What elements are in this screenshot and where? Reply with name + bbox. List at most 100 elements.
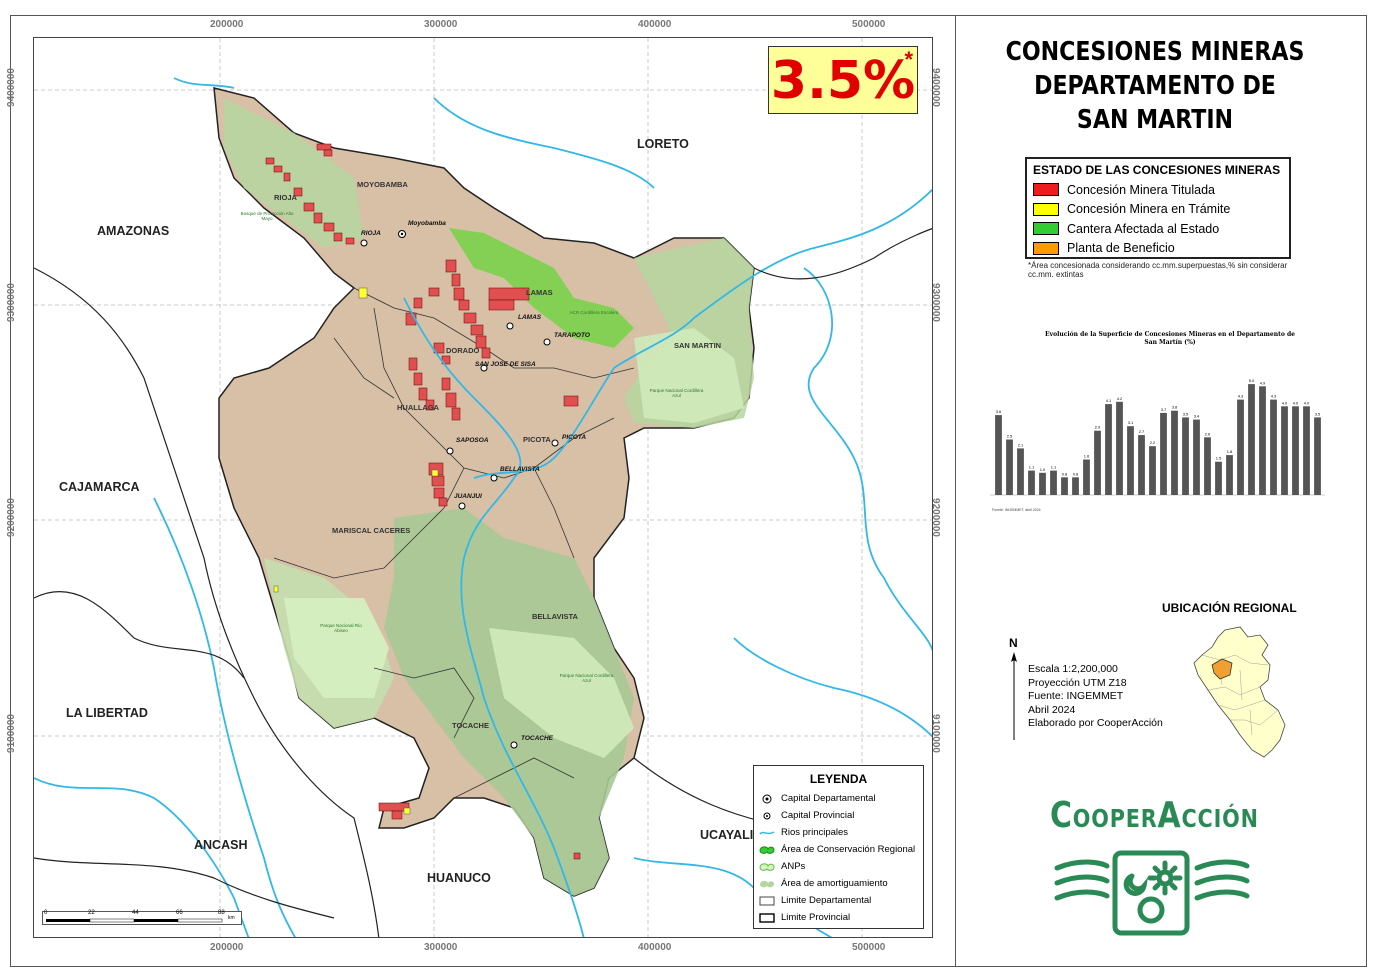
north-label: N [1009, 636, 1018, 650]
province-label: HUALLAGA [397, 403, 440, 412]
scale-label: 66 [176, 910, 183, 916]
chart-bar [1149, 446, 1156, 495]
chart-bar [1281, 406, 1288, 495]
chart-bar [1303, 406, 1310, 495]
chart-value-label: 1.1 [1029, 465, 1035, 470]
brand-logo-text: CooperAcción [1050, 795, 1259, 836]
chart-value-label: 2.2 [1150, 440, 1156, 445]
percentage-value: 3.5% [770, 51, 916, 111]
grid-x-label-top: 400000 [638, 19, 672, 30]
credit-line: Escala 1:2,200,000 [1028, 663, 1118, 675]
grid-x-label-top: 300000 [424, 19, 458, 30]
chart-value-label: 1.1 [1051, 465, 1057, 470]
chart-bar [1215, 461, 1222, 495]
department-label: LA LIBERTAD [66, 706, 148, 720]
chart-value-label: 4.1 [1106, 398, 1112, 403]
anp-label: Bosque de Protección Alto Mayo [240, 211, 294, 221]
chart-bar [1006, 439, 1013, 495]
province-label: PICOTA [523, 435, 551, 444]
chart-bar [1193, 419, 1200, 495]
city-markers [360, 230, 559, 749]
city-label: TOCACHE [521, 735, 554, 742]
chart-value-label: 1.6 [1084, 454, 1090, 459]
chart-bar [1226, 455, 1233, 495]
chart-value-label: 4.9 [1260, 380, 1266, 385]
brand-logo-icon [1054, 850, 1250, 936]
percentage-box: 3.5% * [768, 46, 918, 114]
status-item-label: Planta de Beneficio [1067, 241, 1175, 256]
chart-bar [1182, 417, 1189, 495]
grid-y-label-left: 9300000 [5, 283, 17, 322]
legend-item-label: Rios principales [781, 827, 849, 838]
chart-value-label: 3.5 [1183, 411, 1189, 416]
chart-value-label: 5.0 [1249, 378, 1255, 383]
chart-value-label: 4.2 [1117, 396, 1123, 401]
city-label: Moyobamba [408, 220, 446, 227]
chart-bar [1061, 477, 1068, 495]
legend-item: Capital Departamental [759, 790, 918, 807]
grid-y-label-left: 9100000 [5, 714, 17, 753]
city-label: RIOJA [361, 230, 381, 237]
city-label: SAPOSOA [456, 437, 489, 444]
anp-area [634, 328, 744, 423]
department-label: UCAYALI [700, 828, 754, 842]
anp-icon [759, 861, 775, 872]
map-credits: Escala 1:2,200,000 Proyección UTM Z18 Fu… [1028, 663, 1163, 731]
chart-value-label: 2.7 [1139, 429, 1145, 434]
swatch-quarry [1033, 222, 1059, 236]
san-martin-highlight [1211, 658, 1233, 680]
province-label: MARISCAL CACERES [332, 526, 411, 535]
chart-value-label: 4.3 [1238, 394, 1244, 399]
chart-value-label: 3.8 [1172, 405, 1178, 410]
grid-y-label-left: 9400000 [5, 68, 17, 107]
chart-bar [1116, 401, 1123, 495]
chart-value-label: 3.6 [996, 409, 1002, 414]
acr-icon [759, 844, 775, 855]
legend-item-label: Limite Provincial [781, 912, 851, 923]
status-item: Cantera Afectada al Estado [1033, 219, 1283, 239]
chart-value-label: 3.5 [1315, 411, 1321, 416]
rivers [34, 77, 932, 937]
capital-dept-icon [759, 793, 775, 804]
department-label: HUANUCO [427, 871, 491, 885]
scale-bar-graphic [46, 918, 223, 923]
chart-bar [1105, 404, 1112, 495]
credit-line: Proyección UTM Z18 [1028, 676, 1127, 689]
chart-bar [1017, 448, 1024, 495]
grid-x-label-top: 500000 [852, 19, 886, 30]
regional-location-title: UBICACIÓN REGIONAL [1162, 601, 1297, 615]
title-line: DEPARTAMENTO DE [1034, 71, 1276, 101]
department-label: AMAZONAS [97, 224, 170, 238]
concession-clusters [265, 143, 581, 860]
chart-value-label: 2.1 [1018, 442, 1024, 447]
legend-item-label: Área de Conservación Regional [781, 844, 916, 855]
city-label: TARAPOTO [554, 332, 590, 339]
map-legend: LEYENDA Capital Departamental Capital Pr… [753, 765, 924, 929]
credit-line: Elaborado por CooperAcción [1028, 717, 1163, 729]
status-item-label: Cantera Afectada al Estado [1067, 221, 1220, 236]
chart-value-label: 4.3 [1271, 394, 1277, 399]
province-label: BELLAVISTA [532, 612, 578, 621]
chart-bar [1171, 410, 1178, 495]
chart-bar [1314, 417, 1321, 495]
chart-bar [1138, 435, 1145, 495]
status-item-label: Concesión Minera en Trámite [1067, 202, 1231, 217]
province-boundaries [273, 287, 635, 799]
chart-bar [1248, 384, 1255, 495]
city-label: JUANJUI [454, 493, 482, 500]
chart-value-label: 1.0 [1040, 467, 1046, 472]
chart-value-label: 3.4 [1194, 414, 1200, 419]
title-line: SAN MARTIN [1076, 105, 1234, 135]
status-item: Concesión Minera Titulada [1033, 180, 1283, 200]
chart-bar [1050, 470, 1057, 495]
legend-item-label: Capital Departamental [781, 793, 876, 804]
title-line: CONCESIONES MINERAS [1005, 37, 1305, 67]
anp-area [489, 628, 634, 758]
scale-bar: 0 22 44 66 88 km [42, 910, 242, 925]
chart-value-label: 3.7 [1161, 407, 1167, 412]
legend-item-label: ANPs [781, 861, 806, 872]
north-arrow-icon [1011, 652, 1017, 740]
scale-label: 22 [88, 910, 95, 916]
department-label: LORETO [637, 137, 689, 151]
chart-value-label: 4.0 [1282, 400, 1288, 405]
